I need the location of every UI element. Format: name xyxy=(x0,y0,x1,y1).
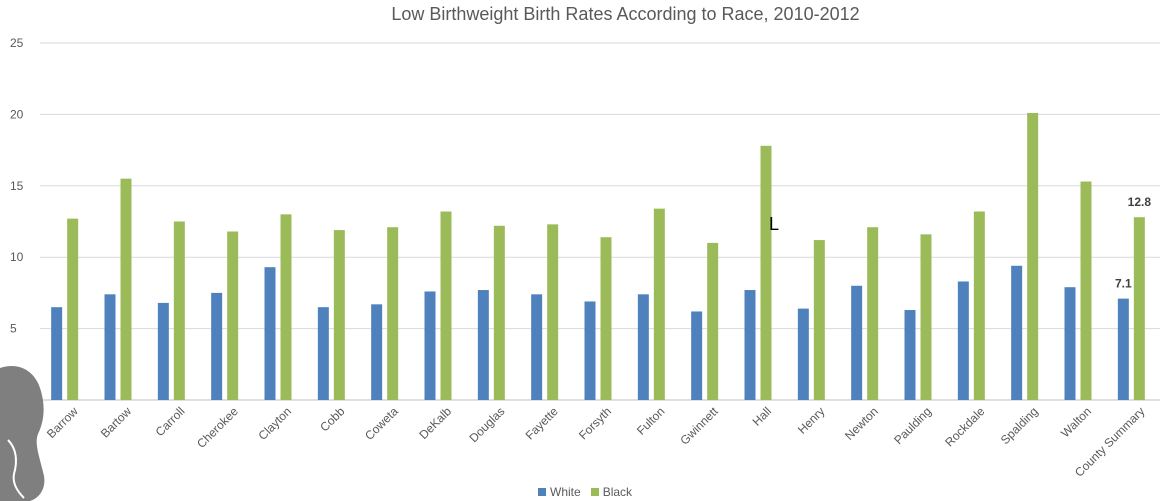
bar-black-fulton xyxy=(653,208,665,400)
bar-black-walton xyxy=(1080,181,1092,400)
bar-black-newton xyxy=(867,227,879,400)
chart-title: Low Birthweight Birth Rates According to… xyxy=(391,4,860,24)
legend-item-white: White xyxy=(538,485,581,499)
x-tick-label-douglas: Douglas xyxy=(466,404,507,445)
y-tick-label-5: 5 xyxy=(10,322,17,336)
legend-swatch-white xyxy=(538,488,546,496)
bar-black-paulding xyxy=(920,234,932,400)
bar-white-hall xyxy=(744,290,756,400)
x-tick-label-clayton: Clayton xyxy=(255,404,294,443)
y-tick-label-15: 15 xyxy=(10,179,24,193)
data-label-black-county-summary: 12.8 xyxy=(1128,195,1152,209)
bar-white-paulding xyxy=(904,310,916,400)
x-tick-label-gwinnett: Gwinnett xyxy=(677,404,721,448)
bar-white-clayton xyxy=(264,267,276,400)
x-tick-label-hall: Hall xyxy=(750,404,775,429)
bar-white-fulton xyxy=(637,294,649,400)
bar-black-county-summary xyxy=(1133,217,1145,400)
bar-black-douglas xyxy=(493,225,505,400)
bar-white-douglas xyxy=(477,290,489,400)
bar-black-bartow xyxy=(120,178,132,400)
bar-white-dekalb xyxy=(424,291,436,400)
bar-white-fayette xyxy=(531,294,543,400)
bar-white-cherokee xyxy=(211,292,223,400)
bar-black-henry xyxy=(813,240,825,400)
bar-white-newton xyxy=(851,285,863,400)
gray-silhouette-graphic xyxy=(0,366,45,501)
bar-black-coweta xyxy=(387,227,399,400)
bar-white-bartow xyxy=(104,294,116,400)
x-tick-label-bartow: Bartow xyxy=(98,404,135,441)
bar-black-cobb xyxy=(333,230,345,400)
bar-black-cherokee xyxy=(227,231,239,400)
bar-white-forsyth xyxy=(584,301,596,400)
x-tick-label-paulding: Paulding xyxy=(891,404,934,447)
chart-legend: White Black xyxy=(538,484,632,500)
bar-black-fayette xyxy=(547,224,559,400)
x-tick-label-spalding: Spalding xyxy=(998,404,1041,447)
x-tick-label-newton: Newton xyxy=(842,404,881,443)
x-tick-label-fulton: Fulton xyxy=(634,404,667,437)
x-tick-label-walton: Walton xyxy=(1058,404,1094,440)
bar-white-coweta xyxy=(371,304,383,400)
legend-label-white: White xyxy=(550,485,581,499)
bar-black-clayton xyxy=(280,214,292,400)
x-tick-label-fayette: Fayette xyxy=(523,404,561,442)
bar-white-cobb xyxy=(317,307,329,400)
x-tick-label-dekalb: DeKalb xyxy=(416,404,454,442)
legend-item-black: Black xyxy=(590,485,633,499)
bar-white-barrow xyxy=(51,307,63,400)
bar-white-county-summary xyxy=(1117,298,1129,400)
bar-white-spalding xyxy=(1011,265,1023,400)
bar-black-gwinnett xyxy=(707,242,719,400)
x-tick-label-cherokee: Cherokee xyxy=(194,404,241,451)
bar-black-spalding xyxy=(1027,112,1039,401)
y-tick-label-10: 10 xyxy=(10,250,24,264)
bar-black-dekalb xyxy=(440,211,452,400)
x-tick-label-henry: Henry xyxy=(795,404,828,437)
bar-white-walton xyxy=(1064,287,1076,400)
legend-swatch-black xyxy=(590,488,599,496)
y-tick-label-25: 25 xyxy=(10,36,24,50)
x-tick-label-rockdale: Rockdale xyxy=(942,404,988,450)
x-tick-label-carroll: Carroll xyxy=(153,404,188,439)
bar-black-forsyth xyxy=(600,237,612,400)
data-label-white-county-summary: 7.1 xyxy=(1115,277,1132,291)
bar-black-rockdale xyxy=(973,211,985,400)
bar-white-gwinnett xyxy=(691,311,703,400)
x-tick-label-coweta: Coweta xyxy=(362,404,401,443)
x-tick-label-cobb: Cobb xyxy=(317,404,347,434)
stray-annotation-mark: L xyxy=(769,214,780,234)
x-tick-label-forsyth: Forsyth xyxy=(576,404,614,442)
bar-white-carroll xyxy=(157,302,169,400)
legend-label-black: Black xyxy=(602,485,633,499)
bar-white-rockdale xyxy=(957,281,969,400)
bar-black-barrow xyxy=(67,218,79,400)
bar-black-hall xyxy=(760,145,772,400)
y-tick-label-20: 20 xyxy=(10,107,24,121)
bar-black-carroll xyxy=(173,221,185,400)
bar-white-henry xyxy=(797,308,809,400)
